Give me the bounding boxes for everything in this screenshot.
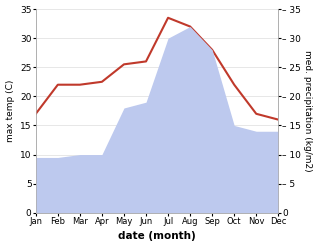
Y-axis label: max temp (C): max temp (C) [5,80,15,142]
Y-axis label: med. precipitation (kg/m2): med. precipitation (kg/m2) [303,50,313,172]
X-axis label: date (month): date (month) [118,231,196,242]
